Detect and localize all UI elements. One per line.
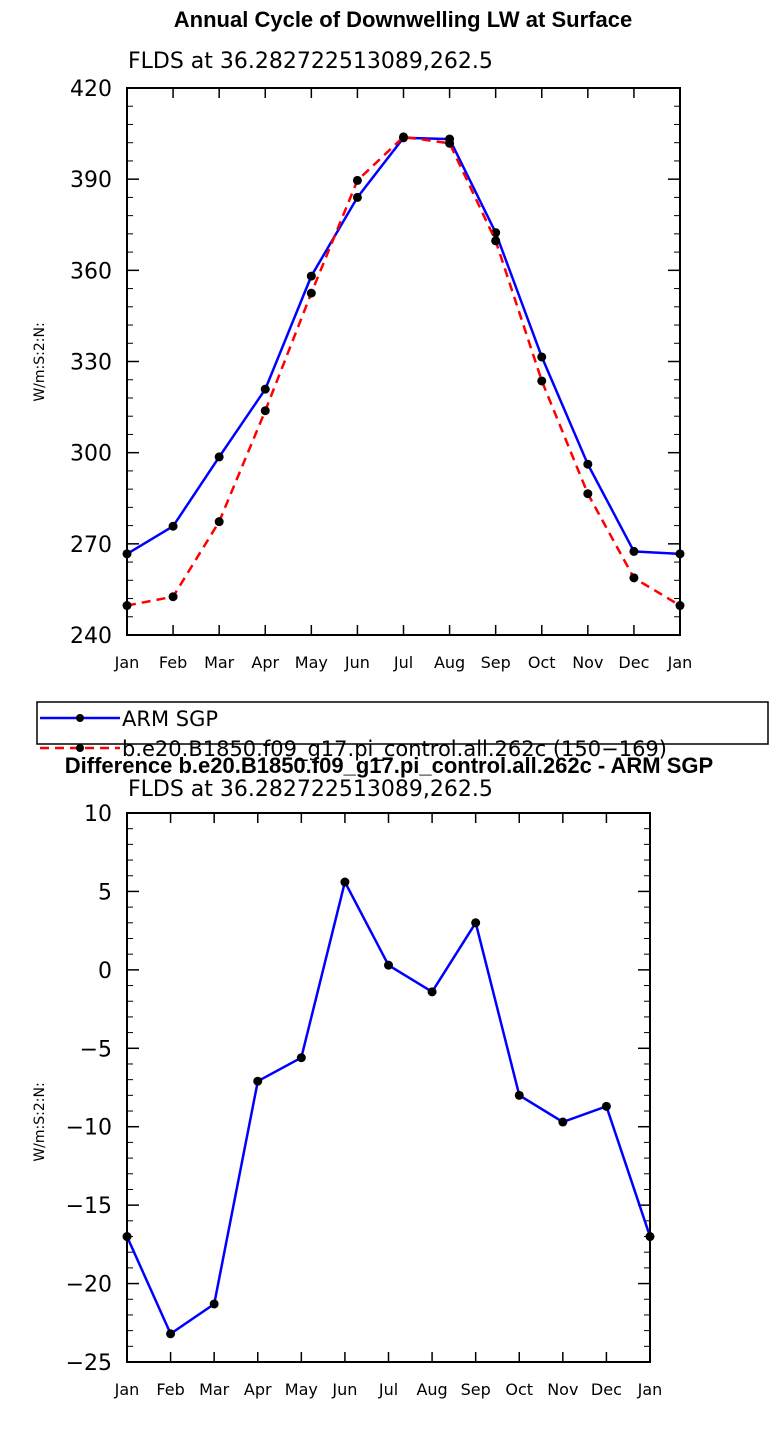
chart2-xtick-label: Jul: [378, 1380, 398, 1399]
chart2-series-0-point: [384, 960, 393, 970]
chart2-ytick-label: −25: [66, 1351, 112, 1376]
chart2-xtick-label: Feb: [156, 1380, 184, 1399]
chart2-ytick-label: 0: [98, 959, 112, 984]
chart2-xtick-label: Apr: [244, 1380, 272, 1399]
chart1-xtick-label: Sep: [481, 653, 511, 672]
chart1-xtick-label: Jan: [667, 653, 693, 672]
chart2-series-0-line: [125, 878, 652, 1336]
chart2-title: Difference b.e20.B1850.f09_g17.pi_contro…: [65, 753, 713, 778]
chart2-xtick-label: May: [285, 1380, 318, 1399]
chart1-series-0-point: [675, 549, 685, 559]
chart2-series-0-point: [340, 877, 350, 887]
chart1-series-1-point: [214, 517, 224, 527]
chart1-series-1-point: [629, 573, 639, 583]
chart2-ytick-label: 10: [84, 802, 112, 827]
chart1-ytick-label: 270: [70, 533, 112, 558]
chart1-ytick-label: 240: [70, 624, 112, 649]
chart1-xtick-label: Aug: [434, 653, 465, 672]
chart1-series-0-point: [583, 459, 593, 469]
chart2-series-0-point: [166, 1329, 176, 1339]
chart2-ytick-label: −15: [66, 1194, 112, 1219]
chart1-series-0-line: [126, 136, 681, 556]
chart1-series-0-point: [306, 271, 316, 281]
chart2-xtick-label: Mar: [199, 1380, 230, 1399]
chart2-xtick-label: Dec: [591, 1380, 622, 1399]
chart1-series-0-point: [537, 352, 547, 362]
chart2-series-0-point: [122, 1232, 132, 1242]
chart1-series-1-point: [445, 138, 455, 148]
chart2-series-0-point: [601, 1101, 611, 1111]
chart1-ytick-label: 330: [70, 351, 112, 376]
chart2-xtick-label: Sep: [461, 1380, 491, 1399]
chart1-series-0-point: [214, 452, 224, 462]
chart1-subtitle: FLDS at 36.282722513089,262.5: [128, 49, 493, 74]
chart2-xtick-label: Jan: [114, 1380, 140, 1399]
chart2-ytick-label: −10: [66, 1116, 112, 1141]
chart1-xtick-label: Feb: [159, 653, 187, 672]
chart2-series-0-point: [471, 918, 481, 928]
chart2-plot-area: Jan Feb Mar Apr May Jun Jul Aug Sep Oct Nov Dec Jan−…: [66, 802, 663, 1399]
legend-label-arm: ARM SGP: [122, 707, 218, 731]
chart1-series-1-point: [491, 236, 501, 246]
chart2-series-0-point: [645, 1232, 655, 1242]
chart1-series-1-point: [583, 489, 593, 499]
legend-box: [36, 701, 769, 745]
chart1-xtick-label: Oct: [528, 653, 556, 672]
chart2-xtick-label: Oct: [505, 1380, 533, 1399]
chart1-series-1-point: [122, 601, 132, 611]
chart1-series-0-point: [168, 521, 178, 531]
chart1-xtick-label: Jun: [344, 653, 370, 672]
legend-marker-model: [76, 744, 84, 752]
chart1-series-1-point: [260, 406, 270, 416]
chart2-series-0-point: [209, 1299, 219, 1309]
chart2-subtitle: FLDS at 36.282722513089,262.5: [128, 777, 493, 802]
chart1-series-1-point: [168, 592, 178, 602]
chart1-series-1-point: [399, 132, 408, 142]
legend: ARM SGP b.e20.B1850.f09_g17.pi_control.a…: [36, 701, 769, 762]
chart2-xtick-label: Aug: [416, 1380, 447, 1399]
chart2-ytick-label: −20: [66, 1273, 112, 1298]
chart2-series-0-point: [296, 1053, 306, 1063]
chart1-series-1-line: [126, 135, 681, 607]
chart1-frame: [126, 87, 681, 636]
chart2-series-0-point: [514, 1090, 524, 1100]
chart2-series-0-point: [558, 1117, 568, 1127]
chart2-series-0-point: [253, 1076, 263, 1086]
chart2-ylabel: W/m:S:2:N:: [32, 1082, 48, 1161]
chart1-ytick-label: 300: [70, 442, 112, 467]
chart1-series-0-point: [122, 549, 132, 559]
chart2-series-0-point: [427, 987, 437, 997]
chart1-ytick-label: 390: [70, 168, 112, 193]
chart1-xtick-label: Nov: [572, 653, 603, 672]
chart1-plot-area: Jan Feb Mar Apr May Jun Jul Aug Sep Oct Nov Dec Jan2…: [70, 77, 692, 672]
legend-label-model: b.e20.B1850.f09_g17.pi_control.all.262c …: [122, 737, 667, 762]
chart1-series-0-point: [629, 546, 639, 556]
chart2-frame: [126, 812, 651, 1363]
chart2-ytick-label: −5: [80, 1037, 112, 1062]
chart2-xtick-label: Nov: [547, 1380, 578, 1399]
chart1-series-0-point: [260, 384, 270, 394]
chart1-xtick-label: May: [295, 653, 328, 672]
chart1-ytick-label: 360: [70, 259, 112, 284]
chart1-xtick-label: Dec: [618, 653, 649, 672]
chart1-series-1-point: [537, 376, 547, 386]
legend-marker-arm: [76, 714, 84, 722]
chart1-ylabel: W/m:S:2:N:: [32, 322, 48, 401]
chart1-series-1-point: [306, 288, 316, 298]
chart2-xtick-label: Jun: [331, 1380, 357, 1399]
chart1-xtick-label: Mar: [204, 653, 235, 672]
chart1-ytick-label: 420: [70, 77, 112, 102]
chart2-xtick-label: Jan: [637, 1380, 663, 1399]
chart1-series-0-point: [491, 228, 501, 238]
chart1-series-1-point: [675, 601, 685, 611]
chart1-xtick-label: Jul: [393, 653, 413, 672]
chart1-series-1-point: [352, 175, 362, 185]
chart2-ytick-label: 5: [98, 880, 112, 905]
chart1-series-0-point: [352, 192, 362, 202]
chart1-xtick-label: Apr: [251, 653, 279, 672]
chart1-xtick-label: Jan: [114, 653, 140, 672]
chart1-title: Annual Cycle of Downwelling LW at Surfac…: [174, 7, 632, 32]
